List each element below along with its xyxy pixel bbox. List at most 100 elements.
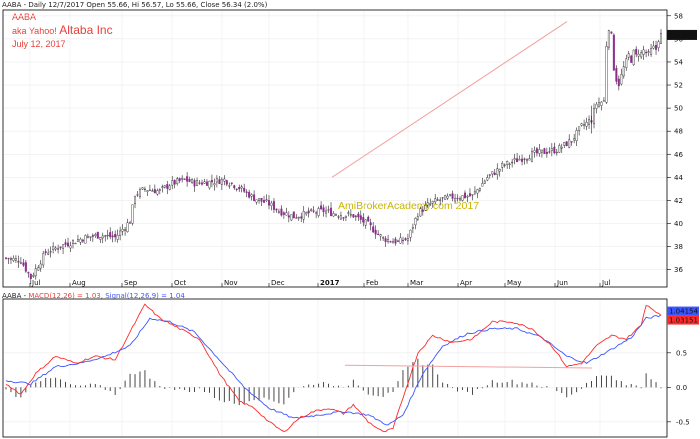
candle-body <box>22 262 25 266</box>
candle-body <box>466 196 469 198</box>
candle-body <box>330 207 333 216</box>
candle-body <box>54 247 57 250</box>
candle-body <box>362 217 365 223</box>
candle-body <box>473 191 476 194</box>
candle-body <box>548 151 551 153</box>
candle-body <box>44 251 47 253</box>
candle-body <box>511 161 514 164</box>
candle-body <box>645 51 648 54</box>
candle-body <box>258 198 261 202</box>
candle-body <box>176 178 179 184</box>
candle-body <box>642 49 645 55</box>
candle-body <box>230 182 233 184</box>
candle-body <box>496 168 499 175</box>
candle-body <box>486 177 489 181</box>
candle-body <box>71 240 74 244</box>
candle-body <box>161 186 164 188</box>
candle-body <box>565 141 568 147</box>
candle-body <box>506 161 509 165</box>
candle-body <box>508 163 511 165</box>
candle-body <box>337 216 340 218</box>
candle-body <box>513 158 516 161</box>
xtick-label: Jun <box>556 279 568 287</box>
candle-body <box>213 183 216 186</box>
candle-body <box>129 222 132 224</box>
candle-body <box>201 182 204 185</box>
candle-body <box>116 234 119 240</box>
candle-body <box>69 245 72 249</box>
candle-body <box>320 205 323 210</box>
candle-body <box>245 191 248 193</box>
candle-body <box>305 212 308 215</box>
candle-body <box>379 234 382 237</box>
candle-body <box>521 158 524 162</box>
price-ytick-label: 36 <box>674 266 683 274</box>
candle-body <box>307 210 310 214</box>
candle-body <box>588 119 591 125</box>
candle-body <box>384 238 387 242</box>
xtick-label: Dec <box>271 279 285 287</box>
candle-body <box>635 48 638 55</box>
candle-body <box>196 180 199 186</box>
candle-body <box>183 178 186 180</box>
candle-body <box>280 208 283 216</box>
candle-body <box>47 252 50 255</box>
candle-body <box>535 148 538 154</box>
candle-body <box>109 232 112 238</box>
candle-body <box>476 189 479 194</box>
candle-body <box>444 195 447 200</box>
candle-body <box>454 198 457 202</box>
candle-body <box>24 262 27 272</box>
price-frame <box>2 9 668 288</box>
candle-body <box>101 235 104 239</box>
candle-body <box>32 275 35 277</box>
candle-body <box>344 215 347 218</box>
candle-body <box>620 74 623 85</box>
candle-body <box>563 142 566 146</box>
candle-body <box>19 262 22 264</box>
candle-body <box>29 273 32 279</box>
candle-body <box>404 238 407 241</box>
xtick-label: Mar <box>410 279 423 287</box>
candle-body <box>419 208 422 217</box>
price-trendline <box>331 21 568 178</box>
date-annotation: July 12, 2017 <box>12 39 66 49</box>
candle-body <box>540 149 543 153</box>
candle-body <box>260 198 263 202</box>
candle-body <box>640 52 643 58</box>
candle-body <box>282 212 285 215</box>
candle-body <box>518 159 521 161</box>
candle-body <box>168 185 171 190</box>
candle-body <box>17 260 20 263</box>
candle-body <box>295 217 298 219</box>
candle-body <box>523 158 526 160</box>
candle-body <box>91 235 94 237</box>
candle-body <box>600 101 603 106</box>
candle-body <box>119 230 122 236</box>
price-ytick-label: 40 <box>674 220 683 228</box>
candle-body <box>89 236 92 238</box>
candle-body <box>387 239 390 242</box>
candle-body <box>439 199 442 201</box>
candle-body <box>459 198 462 201</box>
candle-body <box>632 49 635 65</box>
candle-body <box>121 229 124 232</box>
candle-body <box>657 41 660 48</box>
candle-body <box>617 78 620 87</box>
candle-body <box>421 209 424 212</box>
candle-body <box>131 204 134 224</box>
candle-body <box>414 218 417 226</box>
candle-body <box>148 189 151 191</box>
aka-annotation: aka Yahoo! Altaba Inc <box>12 23 113 37</box>
candle-body <box>300 216 303 219</box>
candle-body <box>138 189 141 197</box>
candle-body <box>171 180 174 186</box>
candle-body <box>409 229 412 238</box>
candle-body <box>59 246 62 249</box>
candle-body <box>4 257 7 259</box>
price-ytick-label: 38 <box>674 243 683 251</box>
candle-body <box>357 213 360 218</box>
candle-body <box>111 235 114 238</box>
candle-body <box>290 214 293 221</box>
candle-body <box>352 214 355 218</box>
